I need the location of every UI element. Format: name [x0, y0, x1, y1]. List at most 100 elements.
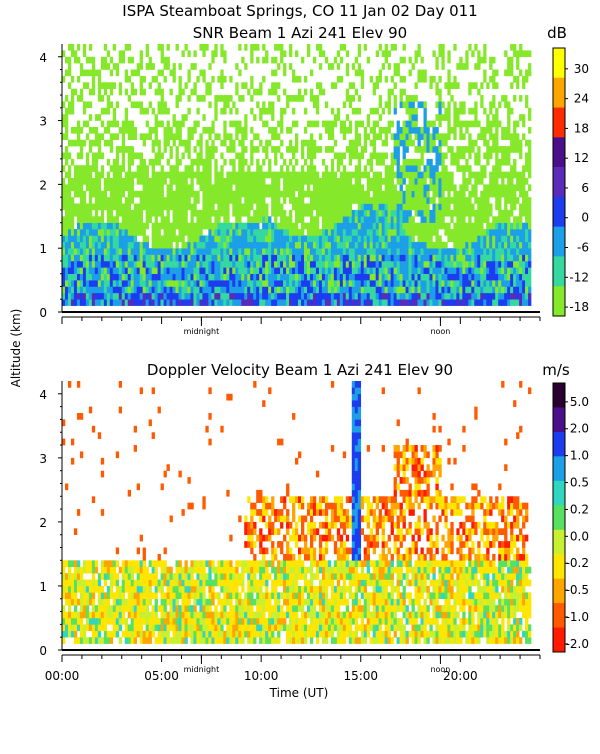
snr-cell — [316, 95, 319, 102]
snr-cell — [167, 261, 170, 268]
snr-cell — [346, 235, 349, 242]
snr-cell — [98, 197, 101, 204]
snr-cell — [152, 286, 155, 293]
snr-cell — [113, 82, 116, 89]
snr-cell — [244, 267, 247, 274]
snr-cell — [176, 146, 179, 153]
snr-cell — [322, 204, 325, 211]
snr-cell — [444, 197, 447, 204]
snr-cell — [522, 82, 525, 89]
snr-cell — [107, 82, 110, 89]
snr-cell — [98, 255, 101, 262]
snr-cell — [316, 172, 319, 179]
snr-cell — [310, 191, 313, 198]
snr-cell — [468, 293, 471, 300]
snr-cell — [262, 76, 265, 83]
snr-cell — [71, 280, 74, 287]
snr-cell — [271, 108, 274, 115]
snr-cell — [158, 204, 161, 211]
snr-cell — [400, 299, 403, 306]
snr-cell — [244, 63, 247, 70]
doppler-cell — [104, 612, 107, 619]
snr-cell — [444, 242, 447, 249]
snr-cell — [256, 101, 259, 108]
snr-cell — [510, 261, 513, 268]
snr-cell — [295, 229, 298, 236]
doppler-cell — [167, 637, 170, 644]
snr-cell — [179, 216, 182, 223]
snr-cell — [447, 248, 450, 255]
snr-cell — [510, 210, 513, 217]
doppler-cell — [110, 605, 113, 612]
snr-cell — [304, 286, 307, 293]
snr-cell — [149, 216, 152, 223]
doppler-cell — [83, 560, 86, 567]
snr-cell — [313, 146, 316, 153]
snr-cell — [89, 165, 92, 172]
snr-cell — [468, 274, 471, 281]
snr-cell — [468, 267, 471, 274]
snr-cell — [74, 57, 77, 64]
snr-cell — [376, 242, 379, 249]
doppler-cell — [89, 592, 92, 599]
snr-cell — [403, 286, 406, 293]
snr-cell — [68, 248, 71, 255]
snr-cell — [388, 216, 391, 223]
snr-cell — [143, 286, 146, 293]
snr-cell — [388, 172, 391, 179]
snr-cell — [432, 204, 435, 211]
snr-cell — [158, 267, 161, 274]
snr-cell — [325, 101, 328, 108]
snr-cell — [80, 152, 83, 159]
snr-cell — [182, 274, 185, 281]
snr-cell — [385, 286, 388, 293]
snr-cell — [471, 140, 474, 147]
snr-cell — [367, 114, 370, 121]
snr-cell — [376, 261, 379, 268]
snr-cell — [310, 299, 313, 306]
snr-cell — [486, 280, 489, 287]
snr-cell — [492, 280, 495, 287]
snr-cell — [516, 216, 519, 223]
snr-cell — [220, 178, 223, 185]
snr-cell — [519, 210, 522, 217]
snr-cell — [68, 261, 71, 268]
snr-cell — [187, 299, 190, 306]
doppler-cell — [116, 624, 119, 631]
snr-cell — [259, 204, 262, 211]
snr-cell — [65, 57, 68, 64]
snr-cell — [343, 293, 346, 300]
snr-cell — [119, 229, 122, 236]
snr-cell — [406, 299, 409, 306]
doppler-cell — [86, 567, 89, 574]
snr-cell — [364, 216, 367, 223]
snr-cell — [331, 235, 334, 242]
snr-cell — [400, 184, 403, 191]
doppler-cell — [101, 458, 104, 465]
snr-cell — [409, 255, 412, 262]
doppler-cell — [158, 554, 161, 561]
doppler-cell — [101, 471, 104, 478]
snr-cell — [471, 235, 474, 242]
snr-cell — [77, 299, 80, 306]
snr-cell — [316, 178, 319, 185]
snr-cell — [459, 63, 462, 70]
snr-cell — [307, 293, 310, 300]
snr-cell — [110, 280, 113, 287]
snr-cell — [89, 293, 92, 300]
doppler-cell — [170, 592, 173, 599]
snr-cell — [292, 121, 295, 128]
doppler-cell — [161, 631, 164, 638]
snr-cell — [370, 76, 373, 83]
snr-cell — [229, 76, 232, 83]
doppler-cell — [77, 599, 80, 606]
snr-cell — [385, 229, 388, 236]
snr-cell — [176, 178, 179, 185]
snr-cell — [295, 223, 298, 230]
snr-cell — [435, 280, 438, 287]
snr-cell — [280, 127, 283, 134]
snr-cell — [116, 146, 119, 153]
snr-cell — [352, 223, 355, 230]
snr-cell — [391, 210, 394, 217]
snr-cell — [361, 121, 364, 128]
